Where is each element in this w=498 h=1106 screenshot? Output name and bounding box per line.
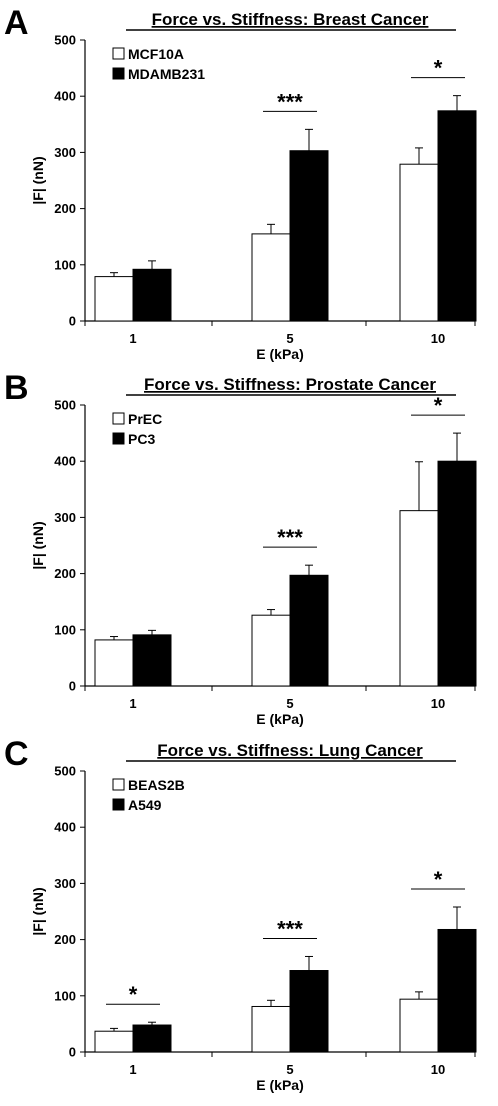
y-tick-label: 0 [69, 314, 76, 329]
panel-c: C Force vs. Stiffness: Lung Cancer 0 100 200… [4, 735, 477, 1093]
chart-title: Force vs. Stiffness: Prostate Cancer [144, 375, 436, 394]
y-tick-label: 100 [54, 988, 76, 1003]
legend-swatch-pc3 [112, 432, 125, 445]
significance-marker: * [434, 867, 443, 892]
bar-mcf10a-10 [399, 163, 439, 322]
y-tick-label: 400 [54, 820, 76, 835]
x-tick-label: 5 [286, 1062, 293, 1077]
bar-beas2b-1 [94, 1030, 134, 1053]
x-tick-label: 10 [431, 1062, 445, 1077]
y-tick-label: 300 [54, 145, 76, 160]
y-tick-label: 300 [54, 510, 76, 525]
y-tick-label: 100 [54, 257, 76, 272]
x-axis-label: E (kPa) [256, 711, 303, 727]
y-tick-label: 500 [54, 33, 76, 48]
chart-title: Force vs. Stiffness: Lung Cancer [157, 741, 423, 760]
bar-a549-10 [437, 928, 477, 1053]
panel-b: B Force vs. Stiffness: Prostate Cancer 0 10… [4, 369, 477, 727]
legend-swatch-prec [112, 412, 125, 425]
legend-swatch-mdamb231 [112, 67, 125, 80]
legend-label-beas2b: BEAS2B [128, 777, 185, 793]
x-axis-label: E (kPa) [256, 346, 303, 362]
y-axis-label: |F| (nN) [30, 887, 46, 935]
legend-label-a549: A549 [128, 797, 162, 813]
y-tick-label: 300 [54, 876, 76, 891]
legend-label-mdamb231: MDAMB231 [128, 66, 205, 82]
y-tick-label: 400 [54, 89, 76, 104]
panel-a: A Force vs. Stiffness: Breast Cancer 0 100 2… [4, 4, 477, 362]
significance-marker: *** [277, 89, 303, 114]
x-tick-label: 10 [431, 696, 445, 711]
y-axis-label: |F| (nN) [30, 521, 46, 569]
y-tick-label: 200 [54, 932, 76, 947]
significance-marker: *** [277, 525, 303, 550]
x-tick-label: 1 [129, 696, 136, 711]
legend-swatch-mcf10a [112, 47, 125, 60]
x-tick-label: 1 [129, 1062, 136, 1077]
y-tick-label: 200 [54, 566, 76, 581]
bar-prec-10 [399, 510, 439, 687]
panel-letter: A [4, 4, 29, 42]
bar-beas2b-5 [251, 1005, 291, 1053]
legend-label-mcf10a: MCF10A [128, 46, 184, 62]
y-tick-label: 500 [54, 398, 76, 413]
x-axis-label: E (kPa) [256, 1077, 303, 1093]
bar-pc3-1 [132, 634, 172, 687]
bar-prec-1 [94, 639, 134, 687]
y-tick-label: 500 [54, 764, 76, 779]
significance-marker: * [129, 982, 138, 1007]
legend-swatch-a549 [112, 798, 125, 811]
bar-beas2b-10 [399, 998, 439, 1053]
legend-label-prec: PrEC [128, 411, 162, 427]
x-tick-label: 5 [286, 696, 293, 711]
y-tick-label: 0 [69, 679, 76, 694]
y-tick-label: 0 [69, 1045, 76, 1060]
bar-mcf10a-1 [94, 276, 134, 322]
y-tick-label: 100 [54, 622, 76, 637]
y-axis-label: |F| (nN) [30, 156, 46, 204]
panel-letter: B [4, 369, 29, 407]
significance-marker: * [434, 56, 443, 81]
x-tick-label: 10 [431, 331, 445, 346]
y-tick-label: 400 [54, 454, 76, 469]
bar-mdamb231-10 [437, 110, 477, 322]
bar-pc3-10 [437, 460, 477, 687]
bar-mcf10a-5 [251, 233, 291, 322]
panel-letter: C [4, 735, 29, 773]
bar-mdamb231-5 [289, 150, 329, 322]
legend-label-pc3: PC3 [128, 431, 155, 447]
x-tick-label: 5 [286, 331, 293, 346]
x-tick-label: 1 [129, 331, 136, 346]
significance-marker: * [434, 393, 443, 418]
bar-prec-5 [251, 614, 291, 687]
legend-swatch-beas2b [112, 778, 125, 791]
significance-marker: *** [277, 916, 303, 941]
y-tick-label: 200 [54, 201, 76, 216]
bar-mdamb231-1 [132, 268, 172, 322]
bar-a549-5 [289, 970, 329, 1053]
chart-title: Force vs. Stiffness: Breast Cancer [152, 10, 429, 29]
bar-a549-1 [132, 1024, 172, 1053]
bar-pc3-5 [289, 574, 329, 687]
